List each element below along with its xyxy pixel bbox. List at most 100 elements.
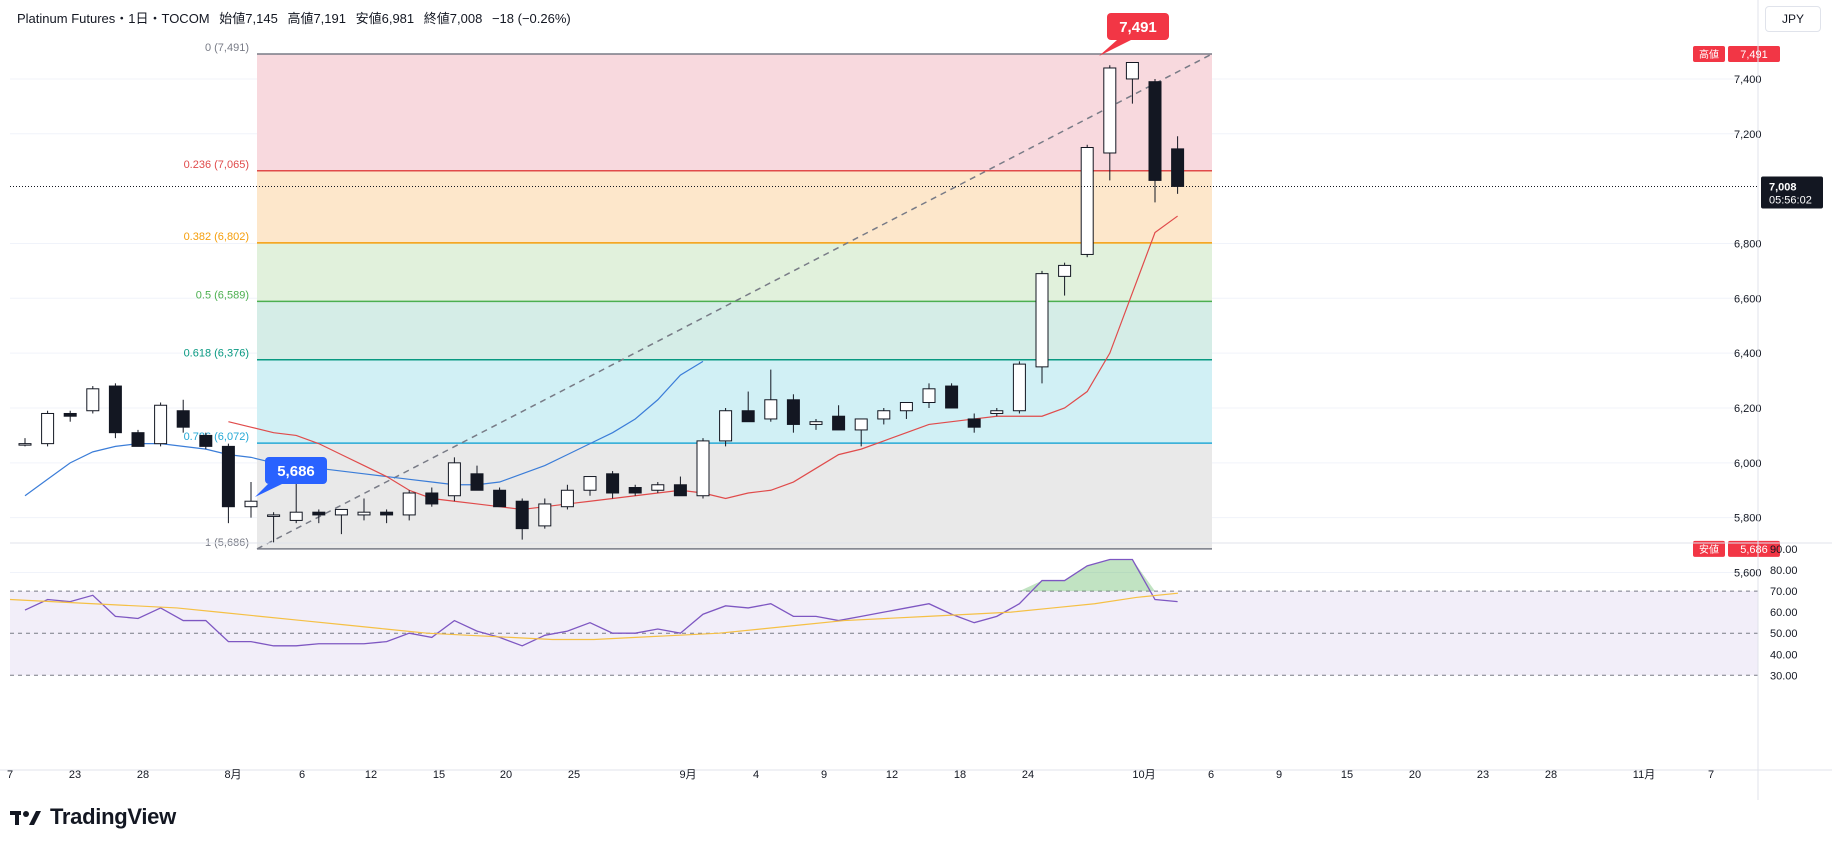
current-price-value: 7,008 bbox=[1769, 181, 1797, 193]
rsi-tick-label: 40.00 bbox=[1770, 649, 1798, 661]
rsi-tick-label: 60.00 bbox=[1770, 607, 1798, 619]
high-callout-pointer bbox=[1099, 40, 1131, 56]
candle-body bbox=[1035, 273, 1049, 368]
candle-body bbox=[425, 492, 439, 505]
candle-body bbox=[131, 432, 145, 447]
symbol-legend: Platinum Futures・1日・TOCOM 始値7,145 高値7,19… bbox=[17, 8, 577, 27]
candle-body bbox=[741, 410, 755, 423]
fib-zone bbox=[257, 242, 1212, 302]
fib-label: 0.236 (7,065) bbox=[184, 159, 249, 171]
time-tick-label: 9 bbox=[1276, 769, 1282, 781]
fib-zone bbox=[257, 170, 1212, 243]
high-axis-tag bbox=[1693, 46, 1725, 62]
fib-label: 0.618 (6,376) bbox=[184, 348, 249, 360]
price-tick-label: 6,600 bbox=[1734, 293, 1762, 305]
candle-body bbox=[18, 443, 32, 446]
symbol-title[interactable]: Platinum Futures・1日・TOCOM bbox=[17, 11, 210, 26]
candle-body bbox=[108, 385, 122, 434]
time-tick-label: 25 bbox=[568, 769, 580, 781]
candle-body bbox=[967, 418, 981, 428]
fib-label: 0.382 (6,802) bbox=[184, 231, 249, 243]
candle-body bbox=[1058, 264, 1072, 277]
fib-label: 0.786 (6,072) bbox=[184, 431, 249, 443]
candle-body bbox=[41, 412, 55, 445]
time-tick-label: 20 bbox=[1409, 769, 1421, 781]
ohlc-close: 終値7,008 bbox=[423, 11, 483, 26]
candle-body bbox=[221, 445, 235, 508]
price-tick-label: 6,400 bbox=[1734, 348, 1762, 360]
candle-body bbox=[1125, 62, 1139, 80]
candle-body bbox=[515, 500, 529, 530]
candle-body bbox=[1080, 147, 1094, 255]
price-tick-label: 7,400 bbox=[1734, 74, 1762, 86]
time-tick-label: 12 bbox=[886, 769, 898, 781]
high-callout-box bbox=[1107, 13, 1169, 40]
candle-body bbox=[877, 410, 891, 420]
candle-body bbox=[764, 399, 778, 420]
high-axis-value: 7,491 bbox=[1740, 49, 1768, 61]
ohlc-open: 始値7,145 bbox=[219, 11, 278, 26]
ohlc-high: 高値7,191 bbox=[287, 11, 346, 26]
low-callout-pointer bbox=[255, 484, 282, 497]
candle-body bbox=[1148, 81, 1162, 181]
fib-zone bbox=[257, 301, 1212, 360]
price-tick-label: 7,200 bbox=[1734, 129, 1762, 141]
ohlc-change: −18 (−0.26%) bbox=[491, 11, 571, 26]
time-tick-label: 4 bbox=[753, 769, 759, 781]
fib-label: 0.5 (6,589) bbox=[196, 289, 249, 301]
candle-body bbox=[63, 412, 77, 417]
time-tick-label: 7 bbox=[1708, 769, 1714, 781]
ohlc-low: 安値6,981 bbox=[355, 11, 415, 26]
candle-body bbox=[583, 476, 597, 491]
tradingview-logo[interactable]: TradingView bbox=[10, 804, 176, 830]
fib-zone bbox=[257, 54, 1212, 171]
candle-body bbox=[470, 473, 484, 491]
low-axis-badge bbox=[1728, 540, 1780, 557]
low-callout-value: 5,686 bbox=[277, 463, 315, 480]
time-tick-label: 6 bbox=[1208, 769, 1214, 781]
candle-body bbox=[538, 503, 552, 527]
price-tick-label: 6,000 bbox=[1734, 458, 1762, 470]
time-tick-label: 11月 bbox=[1633, 769, 1655, 781]
rsi-tick-label: 80.00 bbox=[1770, 565, 1798, 577]
time-tick-label: 6 bbox=[299, 769, 305, 781]
rsi-tick-label: 50.00 bbox=[1770, 628, 1798, 640]
candle-body bbox=[832, 415, 846, 431]
time-tick-label: 24 bbox=[1022, 769, 1034, 781]
price-chart[interactable]: 0 (7,491) 0.236 (7,065) 0.382 (6,802) 0.5 (… bbox=[0, 0, 1832, 800]
rsi-ma-line bbox=[9, 592, 1179, 641]
rsi-tick-label: 70.00 bbox=[1770, 586, 1798, 598]
candle-body bbox=[154, 404, 168, 445]
high-axis-tag-label: 高値 bbox=[1699, 48, 1719, 61]
low-callout: 5,686 bbox=[255, 457, 327, 497]
time-tick-label: 23 bbox=[1477, 769, 1489, 781]
time-tick-label: 15 bbox=[1341, 769, 1353, 781]
price-tick-label: 5,800 bbox=[1734, 513, 1762, 525]
time-tick-label: 9月 bbox=[679, 769, 696, 781]
time-tick-label: 8月 bbox=[224, 769, 241, 781]
currency-button[interactable]: JPY bbox=[1765, 6, 1821, 32]
high-axis-badge bbox=[1728, 46, 1780, 62]
candle-body bbox=[312, 511, 326, 516]
rsi-overbought-fill bbox=[1019, 559, 1155, 592]
candle-body bbox=[696, 440, 710, 497]
candle-body bbox=[357, 511, 371, 516]
candle-body bbox=[493, 489, 507, 508]
time-tick-label: 28 bbox=[137, 769, 149, 781]
candle-body bbox=[922, 388, 936, 404]
candle-body bbox=[447, 462, 461, 497]
high-callout: 7,491 bbox=[1099, 13, 1169, 56]
candle-body bbox=[1103, 67, 1117, 154]
candle-body bbox=[606, 473, 620, 494]
price-tick-label: 6,800 bbox=[1734, 238, 1762, 250]
rsi-tick-label: 90.00 bbox=[1770, 544, 1798, 556]
time-tick-label: 28 bbox=[1545, 769, 1557, 781]
low-axis-value: 5,686 bbox=[1740, 544, 1768, 556]
candle-body bbox=[334, 508, 348, 516]
candle-body bbox=[854, 418, 868, 431]
time-tick-label: 7 bbox=[7, 769, 13, 781]
candle-body bbox=[809, 421, 823, 425]
candle-body bbox=[1171, 148, 1185, 187]
price-tick-label: 5,600 bbox=[1734, 568, 1762, 580]
candle-body bbox=[990, 410, 1004, 414]
